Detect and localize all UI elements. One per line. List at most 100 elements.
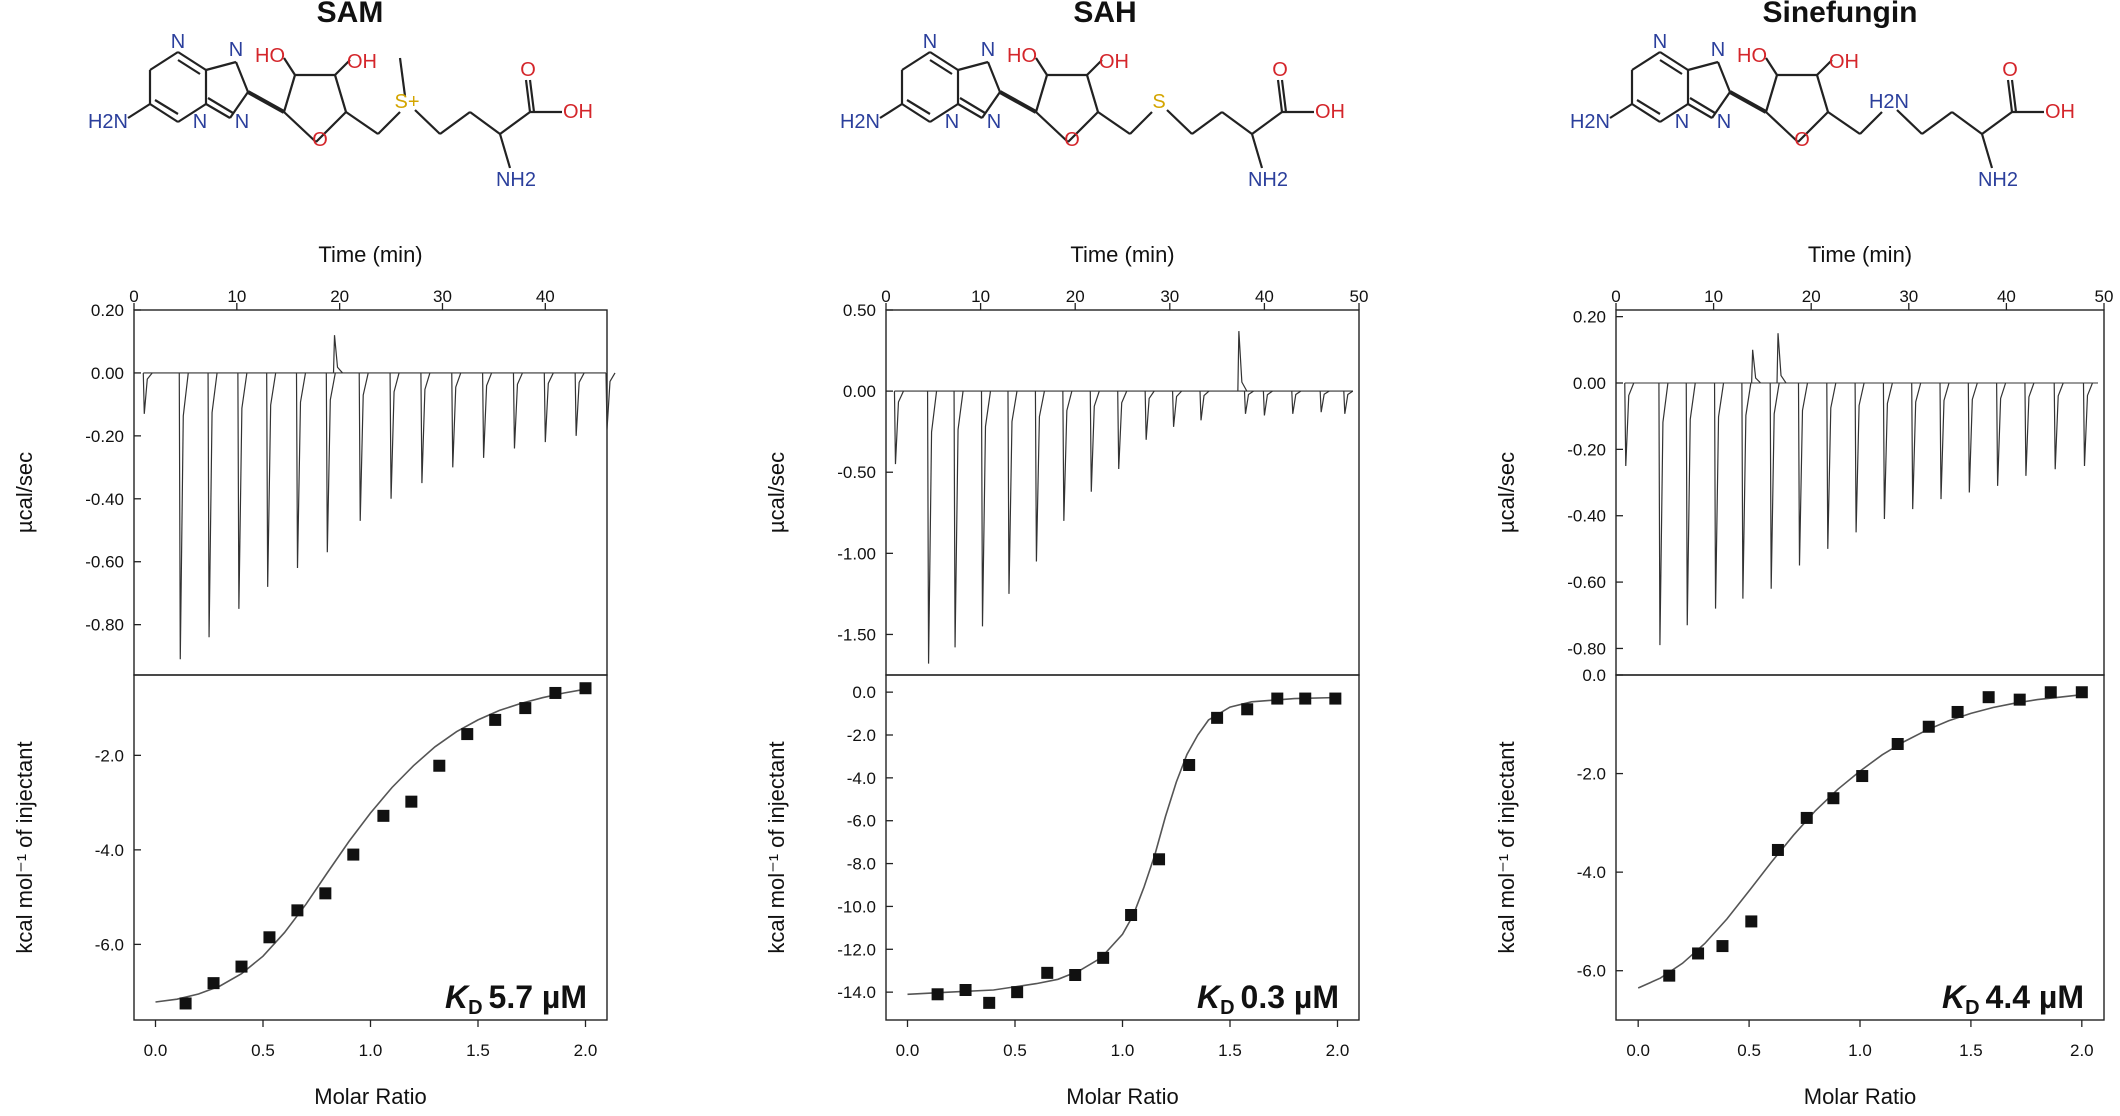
bond [414, 109, 441, 135]
atom-n: N [1717, 111, 1731, 133]
atom-o: O [1064, 129, 1080, 151]
data-point [377, 809, 390, 822]
top-x-tick-label: 0 [881, 287, 890, 306]
top-y-tick-label: -0.50 [837, 463, 876, 482]
bottom-x-tick-label: 0.0 [144, 1041, 168, 1060]
injection-peak [142, 372, 153, 414]
top-x-tick-label: 30 [1160, 287, 1179, 306]
injection-peak [1741, 382, 1752, 599]
data-point [1271, 692, 1284, 705]
top-x-tick-label: 0 [1611, 287, 1620, 306]
atom-n: N [229, 39, 243, 61]
injection-peak [1034, 390, 1045, 562]
top-x-axis-label: Time (min) [318, 242, 422, 267]
bottom-y-tick-label: -4.0 [847, 769, 876, 788]
bond [1951, 111, 1983, 135]
bond [229, 91, 249, 119]
top-x-tick-label: 20 [1802, 287, 1821, 306]
bond [1659, 51, 1689, 71]
injection-peak [1776, 333, 1787, 384]
data-point [579, 682, 592, 695]
bond [149, 51, 179, 71]
bottom-x-axis-label: Molar Ratio [1804, 1084, 1916, 1109]
bond [1659, 103, 1689, 123]
bond [981, 91, 1001, 119]
injection-peak [512, 372, 524, 449]
top-y-tick-label: -0.40 [85, 490, 124, 509]
injection-peak [358, 372, 369, 521]
bond [1250, 133, 1264, 169]
injection-peak [1343, 390, 1354, 414]
bond [1764, 74, 1779, 113]
bond [205, 60, 237, 72]
atom-o: O [520, 59, 536, 81]
kd-subscript: D [1965, 997, 1979, 1019]
bond [1166, 109, 1193, 135]
chart-title: Sinefungin [1763, 0, 1918, 29]
bottom-y-axis-label: kcal mol⁻¹ of injectant [1494, 741, 1519, 953]
bond [1765, 111, 1799, 143]
injection-peak [1624, 382, 1635, 466]
kd-annotation: KD 0.3 µM [1197, 979, 1339, 1019]
bond [1765, 57, 1778, 76]
injection-peak [451, 372, 462, 468]
injection-peak [389, 372, 400, 499]
bottom-x-tick-label: 1.5 [1218, 1041, 1242, 1060]
bond [1035, 57, 1048, 76]
atom-n: N [987, 111, 1001, 133]
bottom-y-tick-label: -6.0 [1577, 962, 1606, 981]
top-y-tick-label: -1.50 [837, 625, 876, 644]
bottom-x-tick-label: 0.0 [1626, 1041, 1650, 1060]
injection-peak [1911, 382, 1922, 510]
top-x-tick-label: 30 [433, 287, 452, 306]
bond [929, 103, 959, 123]
bond [283, 57, 296, 76]
data-point [959, 984, 972, 996]
injection-peak [1319, 390, 1330, 413]
bond [205, 103, 231, 119]
atom-oh: OH [1099, 51, 1129, 73]
bond [999, 90, 1037, 114]
atom-h2n: H2N [88, 111, 128, 133]
bond [906, 99, 931, 115]
data-point [1125, 909, 1138, 921]
injection-peak [1797, 382, 1809, 566]
injection-peak [1826, 382, 1837, 549]
injection-peak [1685, 382, 1696, 626]
kd-annotation: KD 4.4 µM [1942, 979, 2084, 1019]
bottom-plot-frame [1615, 674, 2105, 1021]
bond [1085, 74, 1100, 113]
injection-peak [1199, 390, 1210, 421]
bond [154, 99, 179, 115]
bond [959, 97, 986, 114]
injection-peak [1882, 382, 1893, 520]
bottom-x-axis-label: Molar Ratio [1066, 1084, 1178, 1109]
top-x-tick-label: 10 [971, 287, 990, 306]
bond [282, 74, 297, 113]
bond [929, 51, 959, 71]
data-point [1663, 969, 1676, 982]
bond [1129, 111, 1153, 135]
bottom-x-tick-label: 0.5 [1003, 1041, 1027, 1060]
injection-peak [1062, 390, 1073, 521]
bond [1631, 51, 1661, 71]
atom-o: O [1794, 129, 1810, 151]
bottom-x-tick-label: 2.0 [574, 1041, 598, 1060]
kd-subscript: D [1220, 997, 1234, 1019]
bottom-y-tick-label: -6.0 [95, 935, 124, 954]
top-x-tick-label: 10 [1704, 287, 1723, 306]
atom-s: S [1152, 91, 1165, 113]
injection-peak [1007, 391, 1018, 594]
data-point [319, 887, 332, 900]
data-point [1800, 811, 1813, 824]
data-point [1856, 770, 1869, 783]
bond [1687, 103, 1713, 119]
bottom-y-tick-label: -14.0 [837, 983, 876, 1002]
data-point [1827, 792, 1840, 805]
bottom-x-tick-label: 1.0 [359, 1041, 383, 1060]
top-y-axis-label: µcal/sec [764, 452, 789, 533]
data-point [1011, 986, 1024, 999]
bond [1689, 97, 1716, 114]
atom-o: O [2002, 59, 2018, 81]
injection-peak [1769, 382, 1780, 589]
